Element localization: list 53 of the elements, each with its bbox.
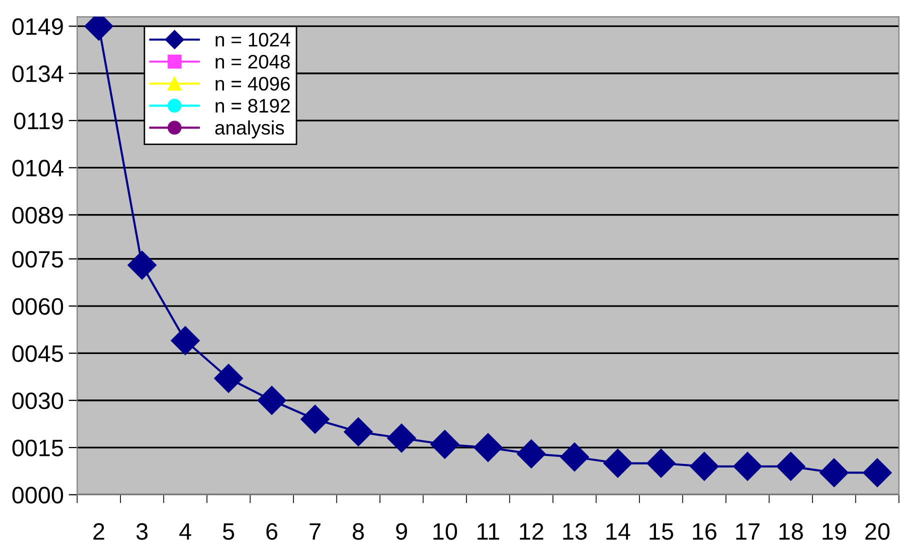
y-tick-label: 0015: [12, 440, 63, 456]
x-tick-label: 17: [736, 523, 760, 540]
x-tick-label: 10: [433, 523, 458, 540]
legend-label: analysis: [215, 120, 284, 139]
y-tick-label: 0075: [12, 250, 63, 268]
x-tick-label: 14: [606, 523, 630, 540]
legend-label: n = 8192: [216, 98, 290, 113]
point: [733, 452, 762, 481]
point: [170, 326, 200, 356]
x-tick-label: 5: [222, 523, 234, 540]
point: [257, 386, 286, 415]
x-tick-label: 7: [310, 523, 320, 540]
legend-label: n = 2048: [216, 54, 290, 69]
y-tick-label: 0060: [12, 298, 64, 315]
x-tick-label: 18: [779, 523, 803, 540]
legend-label: n = 4096: [216, 76, 290, 91]
x-tick-label: 4: [179, 523, 192, 540]
x-tick-label: 3: [136, 523, 148, 540]
point: [862, 458, 892, 488]
point: [560, 442, 589, 472]
y-tick-label: 0089: [12, 206, 63, 224]
x-tick-label: 16: [692, 523, 716, 540]
y-tick-label: 0119: [14, 112, 63, 130]
point: [516, 439, 546, 468]
legend-label: n = 1024: [216, 32, 290, 47]
point: [128, 250, 156, 280]
point: [690, 452, 719, 481]
y-tick-label: 0134: [12, 65, 64, 82]
point: [603, 448, 632, 478]
x-tick-label: 15: [650, 523, 674, 540]
point: [344, 417, 373, 446]
y-tick-label: 0000: [12, 486, 64, 504]
x-tick-label: 13: [563, 523, 587, 540]
x-tick-label: 11: [478, 523, 500, 540]
x-tick-label: 2: [93, 523, 104, 540]
point: [820, 458, 848, 488]
x-tick-label: 20: [865, 523, 890, 540]
point: [387, 424, 416, 453]
x-tick-label: 6: [266, 523, 278, 540]
point: [214, 364, 243, 393]
x-tick-label: 19: [822, 523, 846, 540]
point: [474, 433, 502, 462]
y-tick-label: 0149: [12, 18, 63, 35]
y-tick-label: 0045: [12, 345, 63, 362]
point: [300, 404, 330, 434]
point: [646, 448, 676, 478]
x-tick-label: 12: [520, 523, 544, 540]
x-tick-label: 9: [396, 523, 407, 540]
x-tick-label: 8: [352, 523, 364, 540]
point: [776, 452, 806, 481]
y-tick-label: 0104: [12, 160, 64, 176]
point: [430, 430, 460, 459]
y-tick-label: 0030: [12, 392, 64, 410]
